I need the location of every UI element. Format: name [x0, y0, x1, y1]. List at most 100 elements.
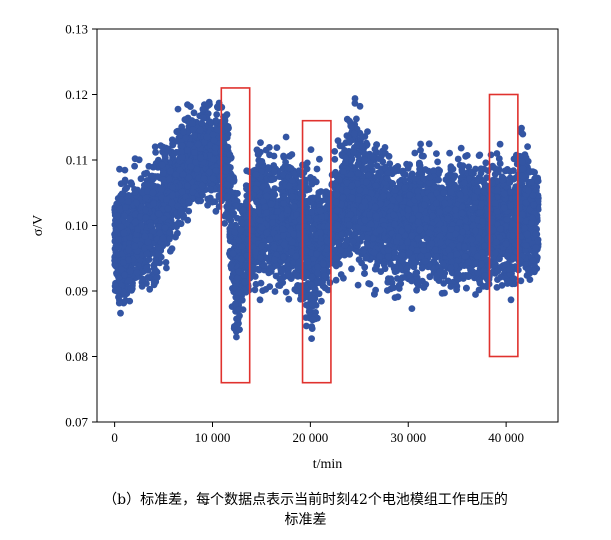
data-point — [425, 140, 433, 148]
data-point — [185, 207, 193, 215]
data-point — [251, 286, 259, 294]
data-point — [307, 146, 315, 154]
data-point — [487, 151, 495, 159]
data-point — [365, 171, 372, 179]
data-point — [270, 152, 278, 160]
data-point — [135, 156, 143, 164]
data-point — [391, 187, 399, 195]
data-point — [434, 158, 441, 166]
data-point — [368, 167, 376, 175]
data-point — [121, 166, 129, 174]
data-point — [347, 245, 355, 252]
data-point — [369, 153, 377, 161]
data-point — [117, 309, 124, 317]
data-point — [484, 280, 492, 288]
data-point — [271, 288, 279, 295]
data-point — [293, 272, 301, 279]
data-point — [348, 265, 355, 273]
data-point — [303, 322, 310, 330]
data-point — [450, 174, 457, 182]
data-point — [253, 198, 261, 206]
data-point — [417, 140, 424, 148]
data-point — [321, 284, 329, 292]
data-point — [354, 248, 362, 255]
data-point — [285, 295, 293, 303]
data-point — [331, 155, 339, 163]
data-point — [465, 163, 473, 171]
data-point — [438, 289, 446, 297]
data-point — [187, 103, 194, 110]
data-point — [393, 275, 401, 282]
data-point — [262, 146, 270, 154]
data-point — [266, 283, 274, 290]
data-point — [340, 274, 347, 282]
data-point — [162, 259, 170, 266]
data-point — [359, 248, 367, 256]
data-point — [316, 155, 323, 163]
data-point — [115, 293, 122, 301]
data-point — [317, 188, 325, 195]
data-point — [223, 111, 231, 118]
data-point — [174, 229, 181, 237]
data-point — [354, 281, 362, 289]
data-point — [174, 105, 182, 113]
data-point — [493, 284, 501, 291]
data-point — [143, 264, 151, 272]
data-point — [152, 148, 160, 156]
data-point — [358, 233, 366, 241]
data-point — [445, 179, 452, 187]
data-point — [364, 128, 371, 136]
scatter-chart: 0 10 000 20 000 30 000 40 000 0.070.080.090.… — [31, 22, 559, 472]
data-point — [151, 143, 159, 151]
data-points — [111, 95, 542, 342]
data-point — [513, 151, 520, 159]
data-point — [526, 168, 533, 176]
data-point — [331, 148, 339, 155]
data-point — [115, 299, 123, 307]
data-point — [155, 250, 163, 258]
data-point — [116, 165, 123, 173]
data-point — [212, 207, 220, 215]
data-point — [493, 150, 501, 157]
data-point — [454, 257, 462, 264]
data-point — [475, 152, 483, 160]
data-point — [360, 149, 368, 157]
data-point — [430, 167, 437, 175]
data-point — [163, 264, 170, 272]
data-point — [404, 164, 412, 172]
data-point — [239, 206, 247, 214]
data-point — [472, 291, 479, 298]
data-point — [146, 285, 154, 293]
data-point — [318, 297, 325, 305]
data-point — [167, 247, 174, 255]
data-point — [454, 155, 462, 163]
data-point — [444, 172, 452, 180]
data-point — [496, 140, 504, 148]
data-point — [356, 102, 364, 110]
data-point — [463, 152, 471, 159]
data-point — [507, 296, 515, 304]
data-point — [381, 144, 389, 151]
data-point — [408, 305, 416, 312]
data-point — [313, 165, 321, 173]
data-point — [143, 250, 151, 258]
data-point — [498, 282, 506, 289]
data-point — [416, 165, 423, 173]
data-point — [137, 175, 145, 183]
data-point — [233, 214, 241, 222]
data-point — [131, 162, 139, 170]
data-point — [212, 117, 220, 125]
data-point — [190, 109, 198, 117]
data-point — [411, 149, 419, 157]
data-point — [353, 115, 360, 123]
data-point — [113, 200, 121, 208]
data-point — [524, 143, 531, 151]
data-point — [351, 99, 359, 107]
data-point — [199, 105, 207, 113]
data-point — [302, 314, 310, 321]
data-point — [467, 266, 474, 274]
data-point — [331, 246, 339, 254]
data-point — [128, 180, 136, 188]
data-point — [387, 260, 394, 268]
data-point — [446, 149, 453, 157]
